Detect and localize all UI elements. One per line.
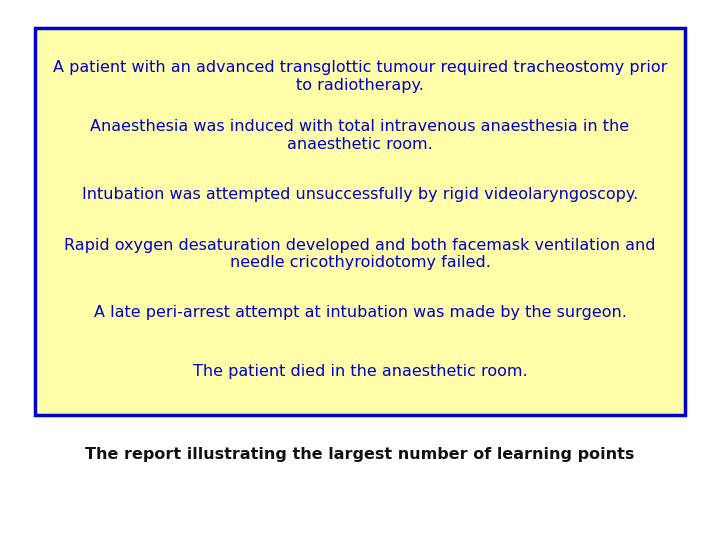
Text: A patient with an advanced transglottic tumour required tracheostomy prior
to ra: A patient with an advanced transglottic … [53, 60, 667, 93]
Text: Anaesthesia was induced with total intravenous anaesthesia in the
anaesthetic ro: Anaesthesia was induced with total intra… [91, 119, 629, 152]
Text: The patient died in the anaesthetic room.: The patient died in the anaesthetic room… [193, 364, 527, 380]
FancyBboxPatch shape [35, 28, 685, 415]
Text: A late peri-arrest attempt at intubation was made by the surgeon.: A late peri-arrest attempt at intubation… [94, 305, 626, 320]
Text: Rapid oxygen desaturation developed and both facemask ventilation and
needle cri: Rapid oxygen desaturation developed and … [64, 238, 656, 270]
Text: Intubation was attempted unsuccessfully by rigid videolaryngoscopy.: Intubation was attempted unsuccessfully … [82, 187, 638, 202]
Text: The report illustrating the largest number of learning points: The report illustrating the largest numb… [85, 448, 635, 462]
